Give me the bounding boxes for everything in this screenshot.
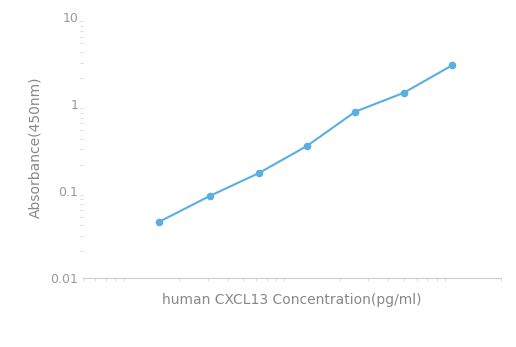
Y-axis label: Absorbance(450nm): Absorbance(450nm) bbox=[28, 77, 42, 218]
X-axis label: human CXCL13 Concentration(pg/ml): human CXCL13 Concentration(pg/ml) bbox=[162, 294, 421, 307]
